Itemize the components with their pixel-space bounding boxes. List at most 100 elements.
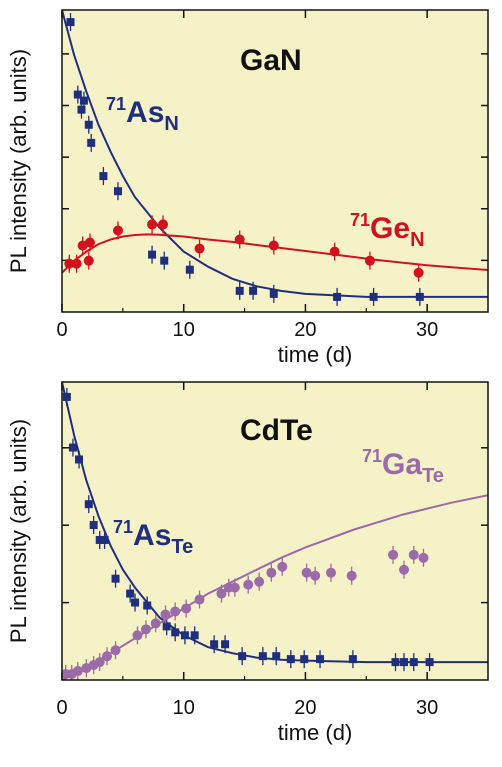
data-point-71AsTe <box>111 574 120 583</box>
data-point-71GeN <box>329 246 340 257</box>
data-point-71AsN <box>73 90 82 99</box>
y-axis-label: PL intensity (arb. units) <box>6 419 31 643</box>
data-point-71AsN <box>249 286 258 295</box>
data-point-71AsN <box>87 138 96 147</box>
x-tick-label: 0 <box>56 697 67 719</box>
data-point-71AsN <box>415 292 424 301</box>
data-point-71AsN <box>84 120 93 129</box>
fit-line-71GeN <box>62 233 488 274</box>
data-point-71AsTe <box>84 500 93 509</box>
series-label-71GeN: 71GeN <box>350 210 425 251</box>
plot-background <box>62 10 488 312</box>
data-point-71GaTe <box>181 603 192 614</box>
data-point-71AsTe <box>89 521 98 530</box>
data-point-71AsTe <box>62 392 71 401</box>
x-tick-label: 10 <box>173 697 195 719</box>
x-tick-label: 20 <box>294 697 316 719</box>
data-point-71AsTe <box>425 658 434 667</box>
x-tick-label: 10 <box>173 319 195 341</box>
data-point-71GeN <box>71 258 82 269</box>
data-point-71GaTe <box>254 576 265 587</box>
data-point-71AsTe <box>409 658 418 667</box>
data-point-71AsN <box>113 187 122 196</box>
panel-title: GaN <box>240 44 302 77</box>
data-point-71AsTe <box>238 652 247 661</box>
data-point-71AsN <box>79 96 88 105</box>
data-point-71AsTe <box>300 655 309 664</box>
data-point-71AsTe <box>272 652 281 661</box>
data-point-71GaTe <box>266 567 277 578</box>
data-point-71GaTe <box>94 657 105 668</box>
data-point-71GaTe <box>325 567 336 578</box>
data-point-71AsN <box>99 172 108 181</box>
data-point-71GeN <box>64 258 75 269</box>
data-point-71GeN <box>147 219 158 230</box>
data-point-71GaTe <box>102 651 113 662</box>
series-label-71GaTe: 71GaTe <box>362 446 444 487</box>
data-point-71GaTe <box>132 630 143 641</box>
data-point-71GeN <box>112 225 123 236</box>
x-axis-label: time (d) <box>278 342 353 367</box>
data-point-71AsTe <box>190 631 199 640</box>
data-point-71GeN <box>413 267 424 278</box>
data-point-71AsTe <box>131 598 140 607</box>
data-point-71AsTe <box>100 535 109 544</box>
data-point-71AsN <box>148 250 157 259</box>
data-point-71GaTe <box>110 645 121 656</box>
x-tick-label: 30 <box>416 697 438 719</box>
data-point-71GeN <box>234 234 245 245</box>
data-point-71GaTe <box>194 594 205 605</box>
data-point-71AsTe <box>286 655 295 664</box>
data-point-71GaTe <box>160 609 171 620</box>
data-point-71AsTe <box>391 658 400 667</box>
data-point-71AsTe <box>68 443 77 452</box>
data-point-71GaTe <box>170 606 181 617</box>
data-point-71AsN <box>77 105 86 114</box>
plot-frame <box>61 381 489 681</box>
data-point-71AsN <box>160 256 169 265</box>
data-point-71AsN <box>66 18 75 27</box>
data-point-71GeN <box>158 219 169 230</box>
data-point-71GaTe <box>243 579 254 590</box>
data-point-71GaTe <box>388 549 399 560</box>
data-point-71AsTe <box>316 655 325 664</box>
data-point-71AsTe <box>95 535 104 544</box>
data-point-71GaTe <box>229 582 240 593</box>
data-point-71GeN <box>83 255 94 266</box>
data-point-71GaTe <box>310 570 321 581</box>
data-point-71AsN <box>185 265 194 274</box>
panel-title: CdTe <box>240 414 313 447</box>
data-point-71GaTe <box>216 588 227 599</box>
data-point-71AsTe <box>126 589 135 598</box>
data-point-71GaTe <box>346 570 357 581</box>
data-point-71GaTe <box>408 549 419 560</box>
data-point-71GaTe <box>399 564 410 575</box>
x-tick-label: 30 <box>416 319 438 341</box>
data-point-71AsN <box>269 289 278 298</box>
data-point-71GaTe <box>301 567 312 578</box>
plot-background <box>62 382 488 680</box>
series-label-71AsTe: 71AsTe <box>113 517 193 558</box>
data-point-71GaTe <box>277 561 288 572</box>
plot-area <box>62 382 488 680</box>
data-point-71GaTe <box>140 624 151 635</box>
data-point-71GeN <box>194 243 205 254</box>
data-point-71AsN <box>333 292 342 301</box>
data-point-71AsTe <box>348 655 357 664</box>
fit-line-71AsN <box>62 10 488 298</box>
plot-area <box>62 10 488 306</box>
data-point-71GeN <box>84 237 95 248</box>
gan-panel: 0 10 20 30 71AsN 71GeN GaN time (d) PL intensity… <box>6 9 489 367</box>
data-point-71AsTe <box>210 640 219 649</box>
data-point-71AsN <box>369 292 378 301</box>
x-tick-label: 0 <box>56 319 67 341</box>
cdte-panel: 0 10 20 30 71AsTe 71GaTe CdTe time (d) PL intens… <box>6 381 489 745</box>
plot-frame <box>61 9 489 313</box>
data-point-71AsTe <box>143 601 152 610</box>
data-point-71AsTe <box>171 628 180 637</box>
fit-line-71GaTe <box>62 494 488 680</box>
data-point-71GeN <box>364 255 375 266</box>
data-point-71AsTe <box>162 622 171 631</box>
data-point-71AsTe <box>75 455 84 464</box>
